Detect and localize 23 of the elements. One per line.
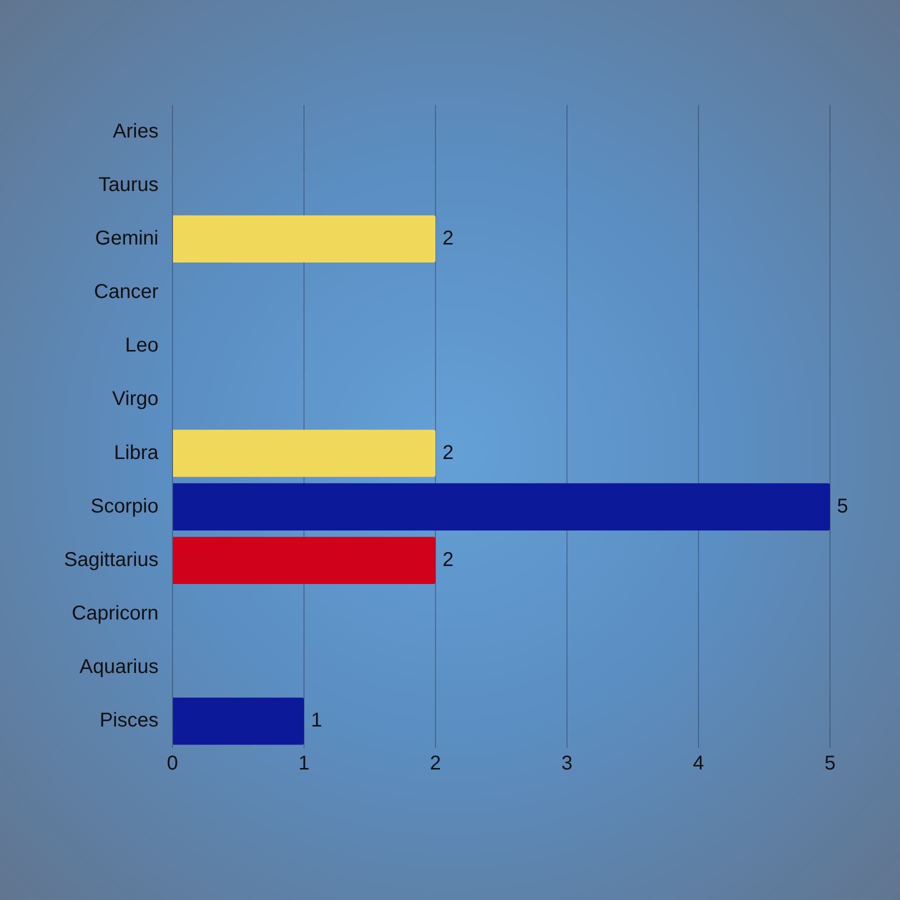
y-tick-label: Pisces [100,710,158,732]
data-label: 2 [442,227,454,250]
y-tick-label: Cancer [94,281,159,304]
data-label: 2 [442,442,454,464]
y-tick-label: Sagittarius [64,548,158,571]
y-tick-label: Libra [114,442,160,464]
data-label: 2 [442,548,454,571]
y-tick-label: Capricorn [72,602,158,625]
data-label: 1 [310,710,322,732]
y-tick-label: Taurus [98,174,158,196]
y-tick-label: Scorpio [90,495,158,518]
y-tick-label: Gemini [95,227,158,250]
x-tick-label: 0 [166,752,178,775]
y-tick-label: Leo [125,334,158,357]
x-tick-label: 5 [824,752,836,775]
y-tick-label: Aquarius [80,656,158,678]
x-tick-label: 1 [298,752,310,775]
x-tick-label: 2 [430,752,442,775]
x-tick-label: 3 [561,752,573,775]
x-tick-label: 4 [692,752,704,775]
data-label: 5 [837,495,848,518]
y-tick-label: Aries [112,120,158,142]
y-tick-label: Virgo [112,388,158,410]
